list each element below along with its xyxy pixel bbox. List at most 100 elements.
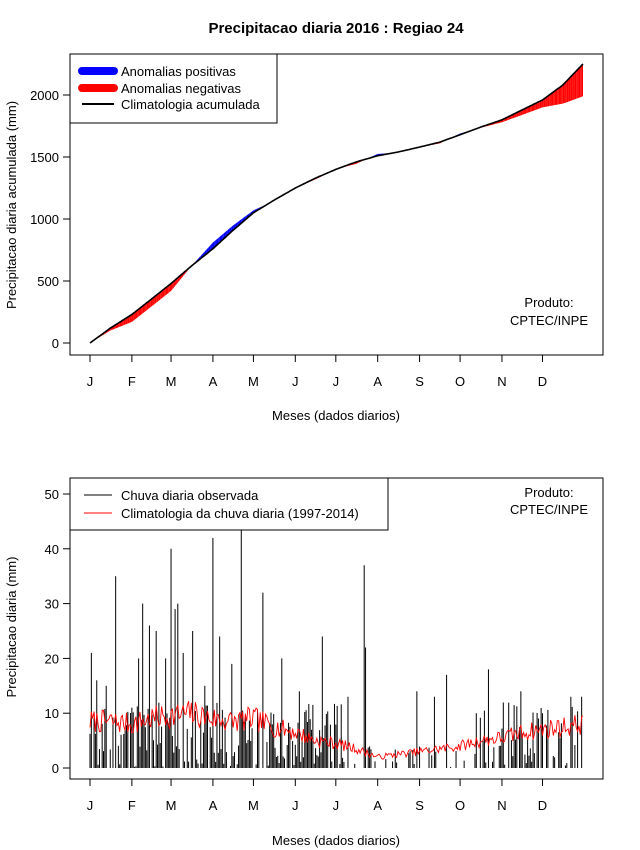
negative-anomaly-area: [538, 101, 540, 109]
negative-anomaly-area: [166, 285, 169, 295]
negative-anomaly-area: [142, 304, 145, 314]
bottom-x-tick-label: M: [166, 798, 177, 813]
negative-anomaly-area: [534, 103, 536, 111]
bottom-annotation-line2: CPTEC/INPE: [510, 502, 588, 517]
top-y-tick-label: 1000: [30, 212, 59, 227]
negative-anomaly-area: [542, 98, 544, 108]
top-legend: Anomalias positivas Anomalias negativas …: [69, 53, 278, 124]
negative-anomaly-area: [541, 99, 543, 108]
top-y-tick-label: 1500: [30, 150, 59, 165]
bottom-y-tick-label: 50: [45, 487, 59, 502]
negative-anomaly-area: [168, 284, 170, 294]
bottom-y-tick-label: 40: [45, 542, 59, 557]
chart-title: Precipitacao diaria 2016 : Regiao 24: [208, 20, 464, 37]
top-x-tick-label: M: [248, 374, 259, 389]
negative-anomaly-area: [553, 91, 555, 106]
bottom-y-tick-label: 10: [45, 706, 59, 721]
negative-anomaly-area: [568, 78, 570, 102]
negative-anomaly-area: [557, 88, 559, 105]
negative-anomaly-area: [126, 317, 128, 325]
negative-anomaly-area: [549, 94, 551, 107]
negative-anomaly-area: [560, 86, 562, 105]
negative-anomaly-area: [535, 102, 538, 110]
negative-anomaly-area: [134, 311, 136, 320]
negative-anomaly-area: [127, 316, 130, 324]
negative-anomaly-area: [141, 305, 143, 315]
top-axes: 0 500 1000 1500 2000 J F M A M J J A S O N D: [30, 88, 547, 389]
bottom-legend: Chuva diaria observada Climatologia da c…: [69, 477, 389, 531]
top-x-tick-label: D: [538, 374, 547, 389]
top-x-tick-label: J: [87, 374, 94, 389]
negative-anomaly-area: [580, 65, 582, 98]
negative-anomaly-area: [162, 288, 165, 298]
negative-anomaly-area: [564, 82, 566, 104]
negative-anomaly-area: [545, 96, 547, 107]
top-x-tick-label: O: [455, 374, 465, 389]
top-annotation-line1: Produto:: [524, 295, 573, 310]
bottom-x-tick-label: S: [415, 798, 424, 813]
climatology-cumulative-line: [89, 63, 584, 344]
negative-anomaly-area: [558, 87, 561, 105]
negative-anomaly-area: [574, 71, 577, 100]
negative-anomaly-area: [555, 89, 558, 105]
top-x-tick-label: A: [373, 374, 382, 389]
top-y-tick-label: 500: [37, 274, 59, 289]
top-x-tick-label: J: [292, 374, 299, 389]
negative-anomaly-area: [531, 104, 534, 112]
negative-anomaly-area: [149, 299, 151, 309]
bottom-y-tick-label: 20: [45, 651, 59, 666]
negative-anomaly-area: [146, 301, 149, 311]
negative-anomaly-area: [157, 293, 159, 302]
top-x-tick-label: J: [333, 374, 340, 389]
bottom-x-tick-label: J: [292, 798, 299, 813]
negative-anomaly-area: [154, 295, 157, 304]
negative-anomaly-area: [150, 298, 153, 308]
top-x-tick-label: N: [497, 374, 506, 389]
negative-anomaly-area: [539, 100, 542, 109]
negative-anomaly-area: [546, 95, 548, 107]
negative-anomaly-area: [137, 309, 139, 318]
negative-anomaly-area: [130, 314, 132, 323]
negative-anomaly-area: [566, 79, 569, 103]
negative-anomaly-area: [528, 105, 531, 113]
legend-label-positive: Anomalias positivas: [121, 64, 236, 79]
negative-anomaly-area: [131, 313, 134, 322]
negative-anomaly-area: [537, 101, 539, 110]
negative-anomaly-area: [530, 105, 532, 112]
negative-anomaly-area: [523, 108, 525, 115]
negative-anomaly-area: [165, 286, 167, 296]
negative-anomaly-area: [570, 75, 573, 101]
negative-anomaly-area: [543, 97, 546, 108]
negative-anomaly-area: [576, 69, 578, 99]
top-x-tick-label: A: [209, 374, 218, 389]
negative-anomaly-area: [129, 315, 131, 324]
top-x-axis-label: Meses (dados diarios): [272, 408, 400, 423]
bottom-x-tick-label: N: [497, 798, 506, 813]
negative-anomaly-area: [169, 283, 172, 292]
negative-anomaly-area: [577, 68, 579, 99]
top-annotation-line2: CPTEC/INPE: [510, 313, 588, 328]
bottom-x-tick-label: A: [209, 798, 218, 813]
negative-anomaly-area: [569, 76, 571, 102]
negative-anomaly-area: [139, 307, 142, 316]
negative-anomaly-area: [573, 72, 575, 100]
negative-anomaly-area: [153, 296, 155, 305]
top-x-tick-label: M: [166, 374, 177, 389]
negative-anomaly-area: [145, 302, 147, 312]
negative-anomaly-area: [550, 93, 552, 106]
bottom-x-tick-label: A: [373, 798, 382, 813]
negative-anomaly-area: [561, 85, 563, 104]
negative-anomaly-area: [562, 83, 565, 104]
bottom-axes: 0 10 20 30 40 50 J F M A M J J A S O N D: [45, 487, 548, 813]
negative-anomaly-area: [148, 300, 150, 310]
negative-anomaly-area: [533, 103, 535, 111]
legend-label-climatology: Climatologia acumulada: [121, 97, 261, 112]
negative-anomaly-area: [138, 308, 140, 317]
legend-label-observed: Chuva diaria observada: [121, 488, 259, 503]
negative-anomaly-area: [547, 95, 550, 107]
daily-climatology-line: [89, 700, 584, 760]
top-x-tick-label: F: [128, 374, 136, 389]
legend-label-negative: Anomalias negativas: [121, 81, 241, 96]
negative-anomaly-area: [527, 106, 529, 113]
